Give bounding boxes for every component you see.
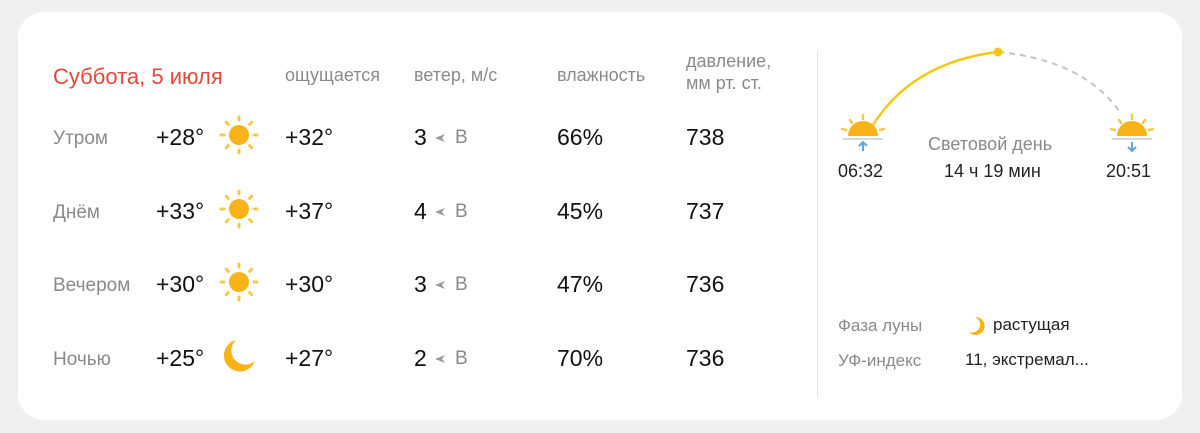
sun-arc-passed [871, 50, 999, 126]
sun-arc-remaining [997, 51, 1121, 113]
header-humidity: влажность [557, 65, 646, 85]
humidity: 45% [557, 197, 604, 224]
header-wind: ветер, м/с [414, 65, 498, 85]
moon-icon [219, 336, 259, 381]
weather-card: Суббота, 5 июля ощущается ветер, м/с вла… [18, 12, 1182, 420]
sunset-icon [1109, 113, 1155, 152]
humidity: 70% [557, 344, 604, 371]
header-pressure: давление, мм рт. ст. [686, 50, 771, 94]
period-label: Утром [53, 128, 108, 149]
wind-direction: В [455, 127, 468, 148]
sun-arc [871, 47, 1121, 126]
sunset-time: 20:51 [1106, 161, 1152, 181]
wind-direction-icon [435, 134, 445, 142]
temperature: +30° [156, 271, 205, 297]
pressure: 736 [686, 271, 725, 297]
sun-icon [219, 115, 259, 160]
sunrise-time: 06:32 [838, 161, 884, 181]
period-label: Днём [53, 201, 100, 223]
pressure: 736 [686, 344, 725, 371]
wind-speed: 3 [414, 271, 427, 297]
date-title: Суббота, 5 июля [53, 64, 223, 89]
temperature: +25° [156, 344, 205, 371]
feels-like: +32° [285, 124, 334, 150]
header-pressure-line2: мм рт. ст. [686, 73, 762, 93]
feels-like: +30° [285, 271, 334, 297]
sun-position-dot [993, 47, 1003, 57]
humidity: 47% [557, 271, 604, 297]
divider [817, 50, 818, 398]
feels-like: +37° [285, 197, 334, 224]
header-pressure-line1: давление, [686, 51, 772, 71]
period-label: Вечером [53, 275, 131, 296]
wind-direction-icon [435, 207, 445, 216]
pressure: 737 [686, 197, 725, 224]
moon-phase-icon [969, 316, 985, 335]
wind-direction-icon [435, 354, 445, 363]
sun-icon [219, 262, 259, 307]
daylight-value: 14 ч 19 мин [944, 161, 1041, 181]
uv-value: 11, экстремал... [965, 350, 1089, 369]
moon-value: растущая [993, 315, 1070, 334]
wind-direction: В [455, 200, 468, 222]
wind-speed: 3 [414, 124, 427, 150]
uv-label: УФ-индекс [838, 351, 922, 370]
sunrise-icon [840, 113, 886, 151]
pressure: 738 [686, 124, 725, 150]
temperature: +33° [156, 197, 205, 224]
moon-label: Фаза луны [838, 316, 923, 335]
temperature: +28° [156, 124, 205, 150]
wind-speed: 2 [414, 344, 427, 371]
header-feels: ощущается [285, 65, 381, 85]
period-label: Ночью [53, 348, 111, 370]
humidity: 66% [557, 124, 604, 150]
wind-direction: В [455, 274, 468, 295]
wind-speed: 4 [414, 197, 427, 224]
sun-icon [219, 189, 259, 234]
feels-like: +27° [285, 344, 334, 371]
daylight-label: Световой день [928, 134, 1053, 154]
wind-direction-icon [435, 281, 445, 289]
wind-direction: В [455, 347, 468, 369]
